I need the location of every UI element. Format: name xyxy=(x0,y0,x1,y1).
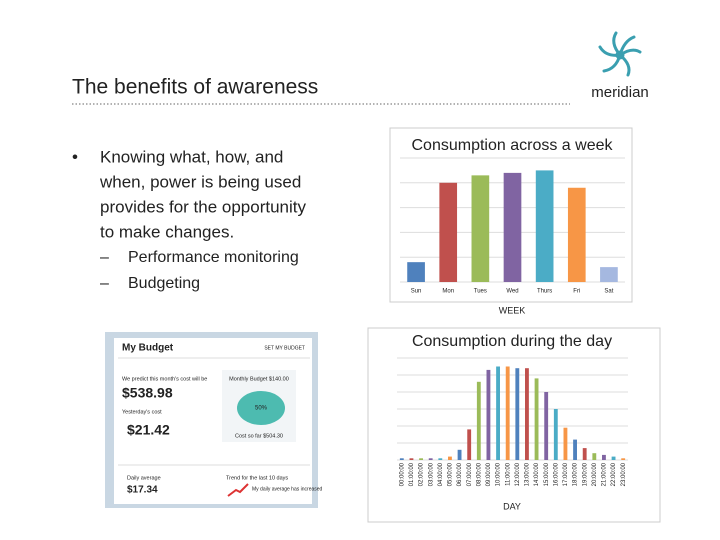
bar xyxy=(457,449,462,460)
bar xyxy=(428,458,433,460)
x-tick-label: 06:00:00 xyxy=(457,462,463,486)
x-tick-label: 22:00:00 xyxy=(611,462,617,486)
budget-cost-so-far: Cost so far $504.30 xyxy=(235,433,283,439)
bullet-line: Knowing what, how, and xyxy=(100,147,283,166)
bar xyxy=(503,172,522,282)
sub-bullet-dash: – xyxy=(100,275,109,292)
bar xyxy=(611,456,616,460)
x-tick-label: 07:00:00 xyxy=(467,462,473,486)
x-tick-label: 02:00:00 xyxy=(419,462,425,486)
bar xyxy=(582,448,587,460)
bar xyxy=(563,427,568,460)
bar xyxy=(399,458,404,460)
x-tick-label: 08:00:00 xyxy=(476,462,482,486)
x-tick-label: 21:00:00 xyxy=(602,462,608,486)
sub-bullet: Budgeting xyxy=(128,275,200,292)
budget-yesterday: Yesterday's cost xyxy=(122,409,162,415)
x-tick-label: 18:00:00 xyxy=(573,462,579,486)
bar xyxy=(602,454,606,460)
bar xyxy=(544,392,549,460)
x-tick-label: 14:00:00 xyxy=(534,462,540,486)
day-chart-frame xyxy=(367,327,661,523)
bar xyxy=(553,409,558,460)
x-tick-label: 04:00:00 xyxy=(438,462,444,486)
x-tick-label: 09:00:00 xyxy=(486,462,492,486)
budget-daily-value: $17.34 xyxy=(127,485,158,496)
bar xyxy=(486,369,491,460)
budget-predict: We predict this month's cost will be xyxy=(122,376,207,382)
bar xyxy=(515,368,520,460)
x-tick-label: 12:00:00 xyxy=(515,462,521,486)
x-tick-label: 05:00:00 xyxy=(448,462,454,486)
budget-trend: Trend for the last 10 days xyxy=(226,475,288,481)
sub-bullet: Performance monitoring xyxy=(128,249,299,266)
x-tick-label: Wed xyxy=(506,289,518,295)
bullet-line: when, power is being used xyxy=(99,172,301,191)
bar xyxy=(467,429,472,460)
x-tick-label: 20:00:00 xyxy=(592,462,598,486)
bullet-symbol: • xyxy=(72,147,78,166)
bar xyxy=(573,439,577,460)
bullet-line: to make changes. xyxy=(100,222,234,241)
x-tick-label: 15:00:00 xyxy=(544,462,550,486)
x-axis-label: WEEK xyxy=(499,305,526,315)
x-tick-label: Fri xyxy=(573,289,580,295)
bullet-text: Knowing what, how, and when, power is bei… xyxy=(99,147,307,241)
x-tick-label: 00:00:00 xyxy=(399,462,405,486)
budget-monthly: Monthly Budget $140.00 xyxy=(229,376,289,382)
bar xyxy=(438,458,443,460)
x-tick-label: 19:00:00 xyxy=(582,462,588,486)
sub-bullets: – Performance monitoring – Budgeting xyxy=(100,249,299,292)
bar xyxy=(448,456,452,460)
x-tick-label: Thurs xyxy=(537,289,552,295)
bar xyxy=(439,182,458,282)
x-tick-label: Tues xyxy=(474,289,487,295)
budget-link: SET MY BUDGET xyxy=(264,345,305,351)
bullet-line: provides for the opportunity xyxy=(100,197,307,216)
budget-trend-note: My daily average has increased xyxy=(252,486,323,492)
bar xyxy=(534,378,539,460)
bar xyxy=(600,267,618,282)
x-tick-label: 11:00:00 xyxy=(505,462,511,486)
budget-title: My Budget xyxy=(122,343,174,354)
x-tick-label: 03:00:00 xyxy=(428,462,434,486)
bar xyxy=(505,366,510,460)
x-tick-label: 01:00:00 xyxy=(409,462,415,486)
bar xyxy=(496,366,500,460)
bar xyxy=(471,175,490,282)
bar xyxy=(419,458,423,460)
slide-title: The benefits of awareness xyxy=(72,76,318,99)
x-tick-label: Mon xyxy=(442,289,454,295)
budget-yesterday-value: $21.42 xyxy=(127,422,170,438)
x-tick-label: 16:00:00 xyxy=(553,462,559,486)
x-tick-label: 17:00:00 xyxy=(563,462,569,486)
trend-arrow xyxy=(227,483,249,497)
chart-title: Consumption across a week xyxy=(412,137,614,154)
bar xyxy=(567,187,586,282)
budget-screenshot: My Budget SET MY BUDGET We predict this … xyxy=(105,332,323,508)
budget-daily: Daily average xyxy=(127,475,161,481)
budget-predict-value: $538.98 xyxy=(122,385,173,401)
bar xyxy=(407,262,425,282)
bar xyxy=(476,381,481,460)
x-tick-label: Sat xyxy=(604,289,613,295)
bar xyxy=(525,368,529,460)
x-tick-label: 23:00:00 xyxy=(621,462,627,486)
logo-icon xyxy=(598,31,642,77)
chart-title: Consumption during the day xyxy=(412,333,612,350)
x-tick-label: Sun xyxy=(411,289,422,295)
x-tick-label: 10:00:00 xyxy=(496,462,502,486)
budget-percent: 50% xyxy=(255,406,268,412)
sub-bullet-dash: – xyxy=(100,249,109,266)
bar xyxy=(409,458,414,460)
x-axis-label: DAY xyxy=(503,501,521,511)
logo-text: meridian xyxy=(591,84,649,101)
bar xyxy=(535,170,554,282)
piggy-bank xyxy=(237,391,285,425)
bar xyxy=(621,458,626,460)
bar xyxy=(592,453,597,460)
x-tick-label: 13:00:00 xyxy=(525,462,531,486)
